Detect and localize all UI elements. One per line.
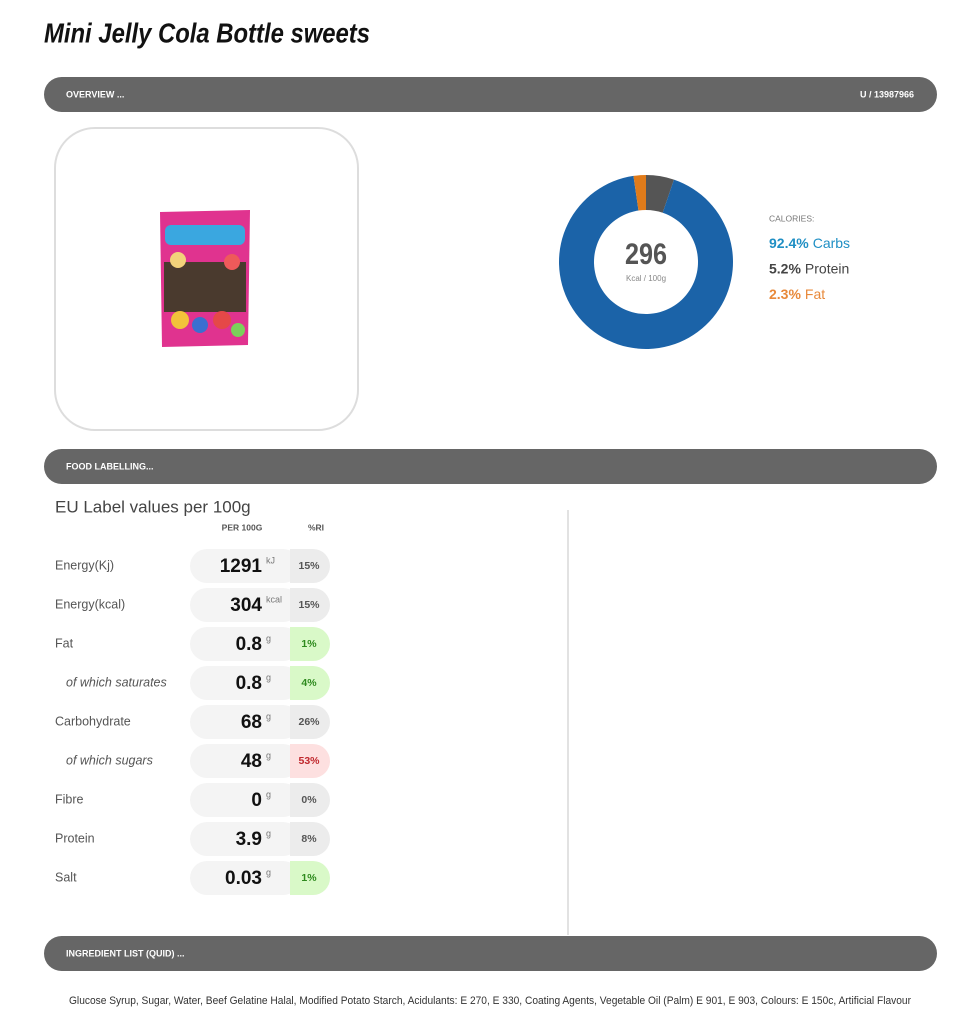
page-title: Mini Jelly Cola Bottle sweets (44, 17, 370, 48)
ri-pill (290, 627, 330, 661)
nutrient-unit: g (266, 789, 271, 799)
donut-segment (633, 175, 646, 211)
legend-label: Fat (805, 286, 825, 302)
section-bar (44, 449, 937, 484)
nutrient-unit: kcal (266, 594, 282, 604)
nutrient-unit: g (266, 672, 271, 682)
ri-pill (290, 666, 330, 700)
value-pill (190, 861, 300, 895)
legend-value: 92.4% (769, 235, 809, 251)
column-header: PER 100G (222, 522, 263, 532)
nutrient-value: 48 (241, 751, 262, 772)
product-code: U / 13987966 (860, 89, 914, 99)
nutrient-unit: g (266, 750, 271, 760)
nutrient-name: Energy(Kj) (55, 558, 114, 572)
nutrient-name: Carbohydrate (55, 714, 131, 728)
value-pill (190, 705, 300, 739)
nutrient-unit: g (266, 711, 271, 721)
center-value: 296 (625, 238, 667, 271)
nutrient-name: Protein (55, 831, 95, 845)
ri-value: 4% (301, 677, 317, 689)
value-pill (190, 627, 300, 661)
value-pill (190, 549, 300, 583)
ri-pill (290, 588, 330, 622)
ri-pill (290, 744, 330, 778)
ri-value: 15% (298, 560, 320, 572)
nutrient-value: 0.03 (225, 868, 262, 889)
nutrient-unit: g (266, 633, 271, 643)
legend-label: Carbs (813, 235, 850, 251)
ri-value: 26% (298, 716, 320, 728)
nutrient-name: of which sugars (66, 753, 153, 767)
product-image (160, 210, 250, 347)
legend-value: 5.2% (769, 260, 801, 276)
section-bar (44, 936, 937, 971)
ri-pill (290, 822, 330, 856)
nutrient-value: 68 (241, 712, 262, 733)
nutrient-value: 0 (251, 790, 262, 811)
nutrient-unit: kJ (266, 555, 275, 565)
nutrient-name: Fibre (55, 792, 84, 806)
ri-value: 8% (301, 833, 317, 845)
legend-value: 2.3% (769, 286, 801, 302)
column-header: %RI (308, 522, 324, 532)
legend-entry: 2.3% Fat (769, 286, 825, 302)
ri-pill (290, 705, 330, 739)
nutrient-unit: g (266, 828, 271, 838)
nutrient-value: 304 (230, 595, 262, 616)
ri-value: 0% (301, 794, 317, 806)
nutrient-value: 0.8 (236, 673, 262, 694)
value-pill (190, 588, 300, 622)
ri-pill (290, 783, 330, 817)
legend-label: Protein (805, 260, 849, 276)
nutrient-value: 3.9 (236, 829, 262, 850)
legend-entry: 92.4% Carbs (769, 235, 850, 251)
ri-value: 1% (301, 872, 317, 884)
section-label: FOOD LABELLING... (66, 461, 154, 471)
nutrient-value: 0.8 (236, 634, 262, 655)
ingredients-text: Glucose Syrup, Sugar, Water, Beef Gelati… (69, 995, 911, 1007)
ri-pill (290, 549, 330, 583)
ri-value: 15% (298, 599, 320, 611)
ri-pill (290, 861, 330, 895)
value-pill (190, 666, 300, 700)
nutrient-name: of which saturates (66, 675, 167, 689)
nutrient-name: Fat (55, 636, 74, 650)
ri-value: 53% (298, 755, 320, 767)
section-bar (44, 77, 937, 112)
table-heading: EU Label values per 100g (55, 497, 251, 516)
value-pill (190, 744, 300, 778)
legend-title: CALORIES: (769, 213, 814, 223)
nutrient-value: 1291 (220, 556, 263, 577)
ri-value: 1% (301, 638, 317, 650)
nutrient-name: Energy(kcal) (55, 597, 125, 611)
legend-entry: 5.2% Protein (769, 260, 849, 276)
nutrient-name: Salt (55, 870, 77, 884)
donut-segment (559, 175, 733, 349)
value-pill (190, 783, 300, 817)
center-label: Kcal / 100g (626, 274, 666, 283)
section-label: INGREDIENT LIST (QUID) ... (66, 948, 185, 958)
nutrient-unit: g (266, 867, 271, 877)
section-label: OVERVIEW ... (66, 89, 124, 99)
value-pill (190, 822, 300, 856)
donut-segment (646, 175, 674, 213)
